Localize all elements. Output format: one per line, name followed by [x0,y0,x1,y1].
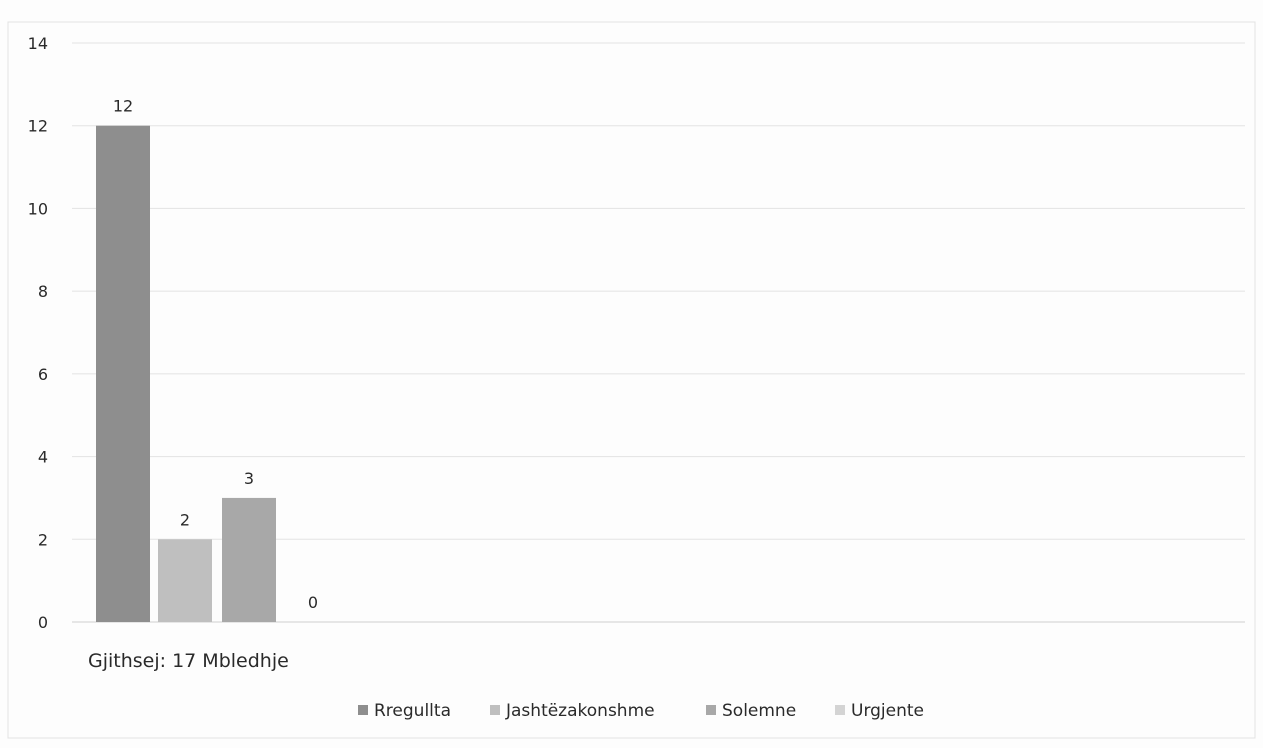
y-tick-label: 10 [28,199,48,218]
legend-swatch [835,705,845,715]
legend-label: Solemne [722,701,796,721]
legend-swatch [706,705,716,715]
data-label: 12 [113,97,133,116]
chart-border [7,21,1256,739]
y-tick-label: 12 [28,117,48,136]
legend-label: Jashtëzakonshme [505,701,655,721]
data-label: 2 [180,510,190,529]
legend-swatch [358,705,368,715]
data-label: 0 [308,593,318,612]
data-label: 3 [244,469,254,488]
legend-swatch [490,705,500,715]
y-tick-label: 6 [38,365,48,384]
legend-label: Rregullta [374,701,451,721]
bar [96,125,150,622]
y-tick-label: 4 [38,448,48,467]
legend-label: Urgjente [851,701,924,721]
bar [222,497,276,622]
y-tick-label: 14 [28,34,48,53]
total-annotation: Gjithsej: 17 Mbledhje [88,650,289,672]
bar [158,539,212,622]
y-tick-label: 2 [38,530,48,549]
y-tick-label: 8 [38,282,48,301]
y-tick-label: 0 [38,613,48,632]
